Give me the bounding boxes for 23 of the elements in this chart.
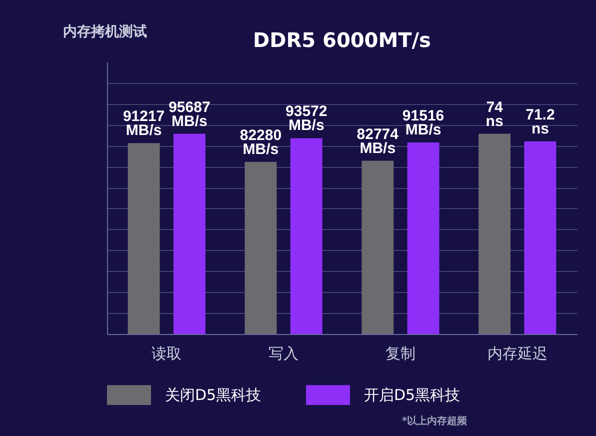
text: 内存拷机测试	[63, 24, 147, 40]
bar	[407, 142, 440, 334]
x-tick-label: 读取	[152, 344, 182, 362]
data-label: 95687 MB/s	[168, 98, 210, 130]
x-tick-label: 写入	[268, 344, 299, 362]
data-label: 82280 MB/s	[240, 126, 282, 158]
data-label: 93572 MB/s	[286, 103, 328, 134]
data-label: 71.2 ns	[526, 106, 555, 138]
x-tick-label: 内存延迟	[487, 344, 548, 362]
legend-label: 关闭D5黑科技	[165, 386, 262, 404]
data-label: 74 ns	[486, 98, 504, 130]
data-label: 82774 MB/s	[356, 126, 400, 157]
text: *以上内存超频	[402, 415, 468, 427]
data-label: 91217 MB/s	[122, 108, 165, 140]
bar	[173, 134, 206, 334]
data-label: 91516 MB/s	[402, 108, 444, 139]
bar	[128, 143, 160, 334]
chart-title: DDR5 6000MT/s	[253, 28, 431, 52]
bar	[244, 162, 277, 334]
bar	[362, 160, 394, 334]
x-tick-label: 复制	[385, 344, 416, 362]
legend-label: 开启D5黑科技	[364, 386, 460, 404]
bar	[290, 138, 322, 334]
